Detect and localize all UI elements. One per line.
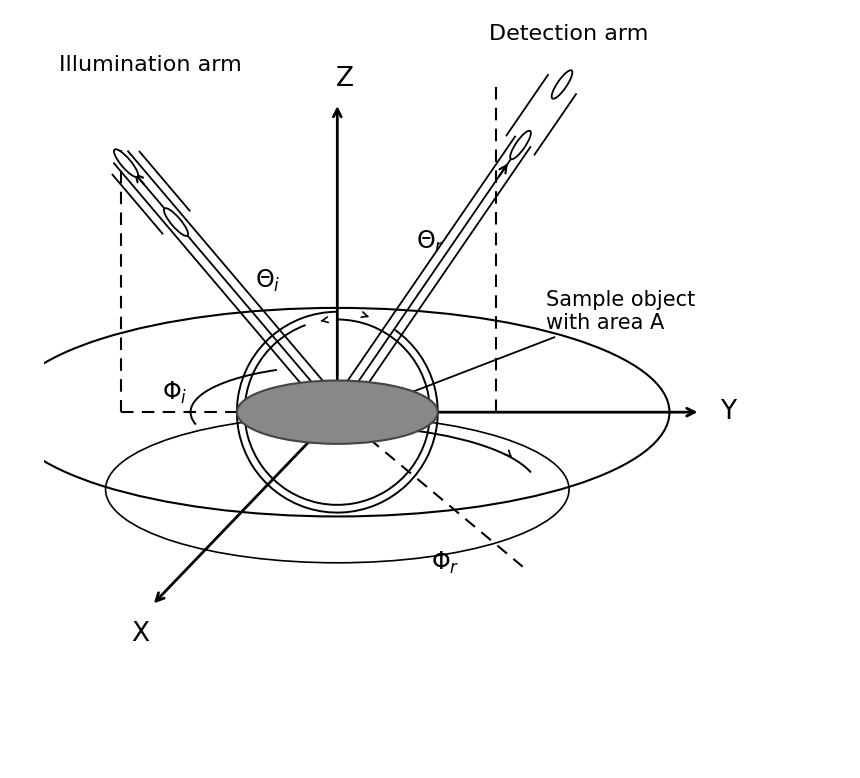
Text: $\Theta_i$: $\Theta_i$ [255,268,280,294]
Ellipse shape [114,149,138,177]
Text: $\Theta_r$: $\Theta_r$ [415,230,445,255]
Text: $\Phi_i$: $\Phi_i$ [163,380,187,406]
Text: X: X [132,621,150,647]
Text: Z: Z [336,65,354,92]
Text: Y: Y [720,399,736,425]
Ellipse shape [237,380,438,443]
Ellipse shape [551,70,573,99]
Ellipse shape [510,131,531,159]
Text: Sample object
with area A: Sample object with area A [384,290,695,404]
Text: $\Phi_r$: $\Phi_r$ [431,550,460,576]
Text: Illumination arm: Illumination arm [59,54,242,75]
Text: Detection arm: Detection arm [489,23,648,44]
Ellipse shape [164,209,188,236]
